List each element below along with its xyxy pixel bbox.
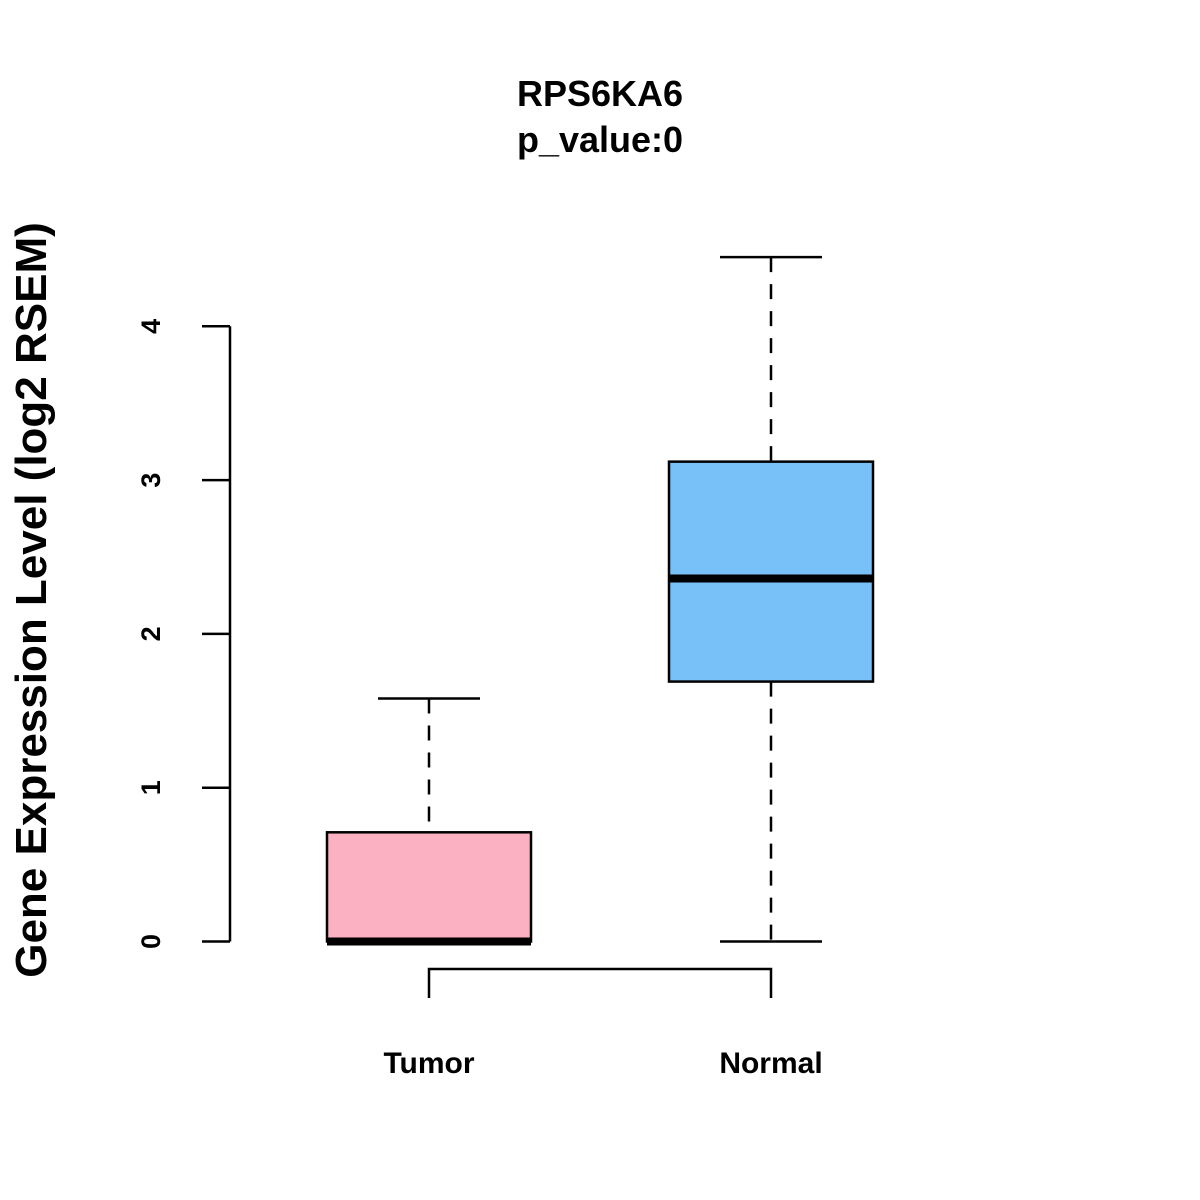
x-label-tumor: Tumor bbox=[383, 1047, 474, 1080]
y-tick-label-1: 1 bbox=[136, 780, 166, 795]
y-tick-label-3: 3 bbox=[136, 473, 166, 488]
chart-title: RPS6KA6 bbox=[517, 73, 683, 114]
comparison-bracket bbox=[427, 967, 773, 998]
box-body-tumor bbox=[325, 831, 533, 943]
bracket-line bbox=[427, 967, 773, 998]
x-label-normal: Normal bbox=[719, 1047, 822, 1080]
box-tumor bbox=[325, 697, 533, 946]
box-body-normal bbox=[667, 460, 875, 683]
y-axis-label: Gene Expression Level (log2 RSEM) bbox=[7, 222, 56, 978]
chart-subtitle: p_value:0 bbox=[517, 119, 683, 160]
x-axis-labels: Tumor Normal bbox=[383, 1047, 822, 1080]
y-tick-label-2: 2 bbox=[136, 626, 166, 641]
box-normal bbox=[667, 255, 875, 943]
y-axis: 0 1 2 3 4 bbox=[136, 319, 232, 949]
y-tick-label-4: 4 bbox=[136, 319, 166, 334]
boxes-group bbox=[325, 255, 875, 946]
y-tick-label-0: 0 bbox=[136, 934, 166, 949]
